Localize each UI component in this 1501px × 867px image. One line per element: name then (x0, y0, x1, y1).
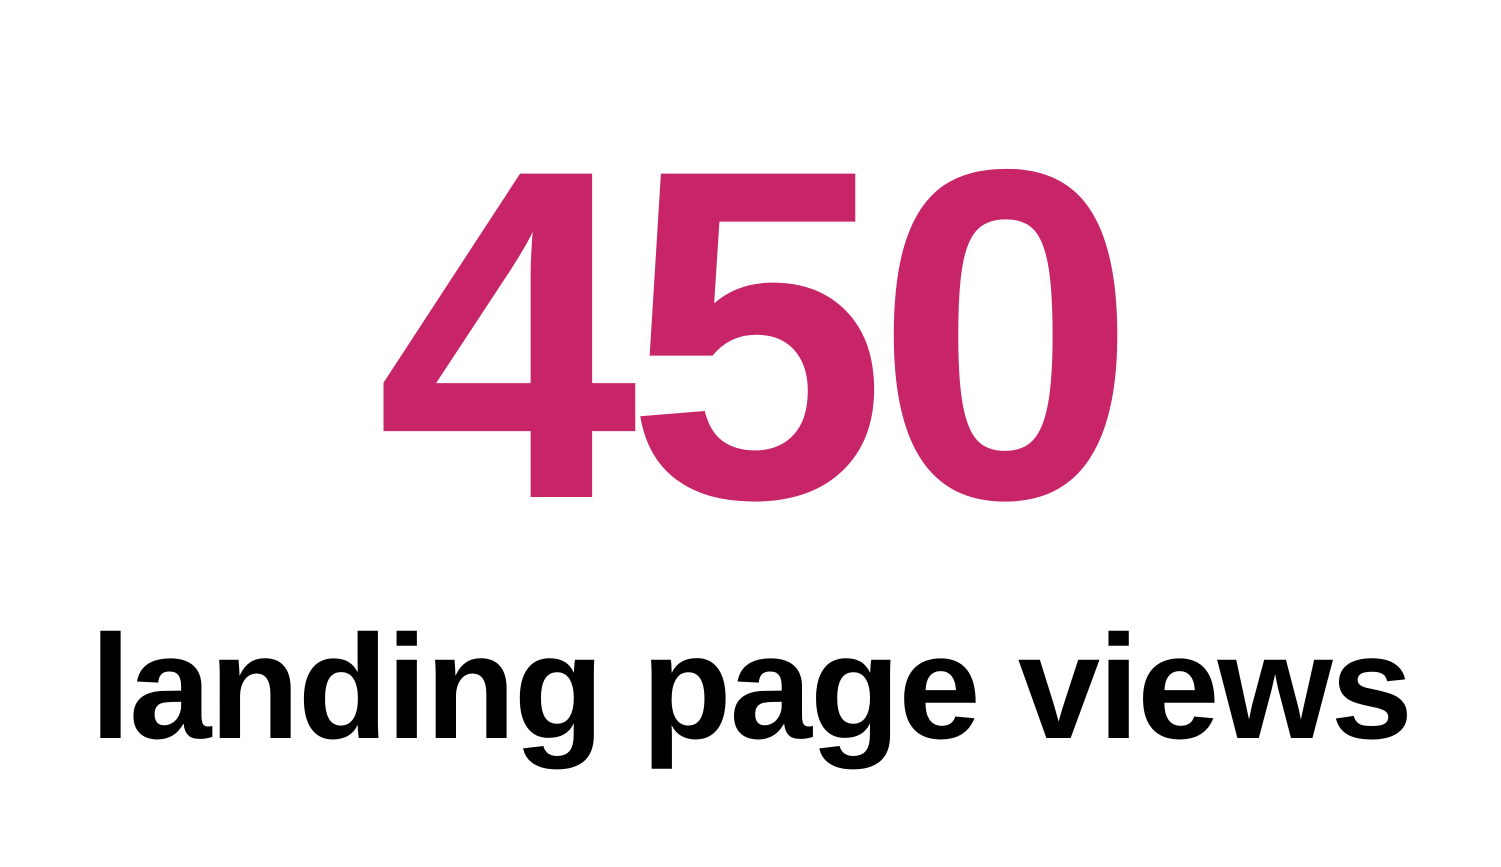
stat-value: 450 (376, 72, 1136, 597)
stat-label: landing page views (89, 605, 1413, 770)
